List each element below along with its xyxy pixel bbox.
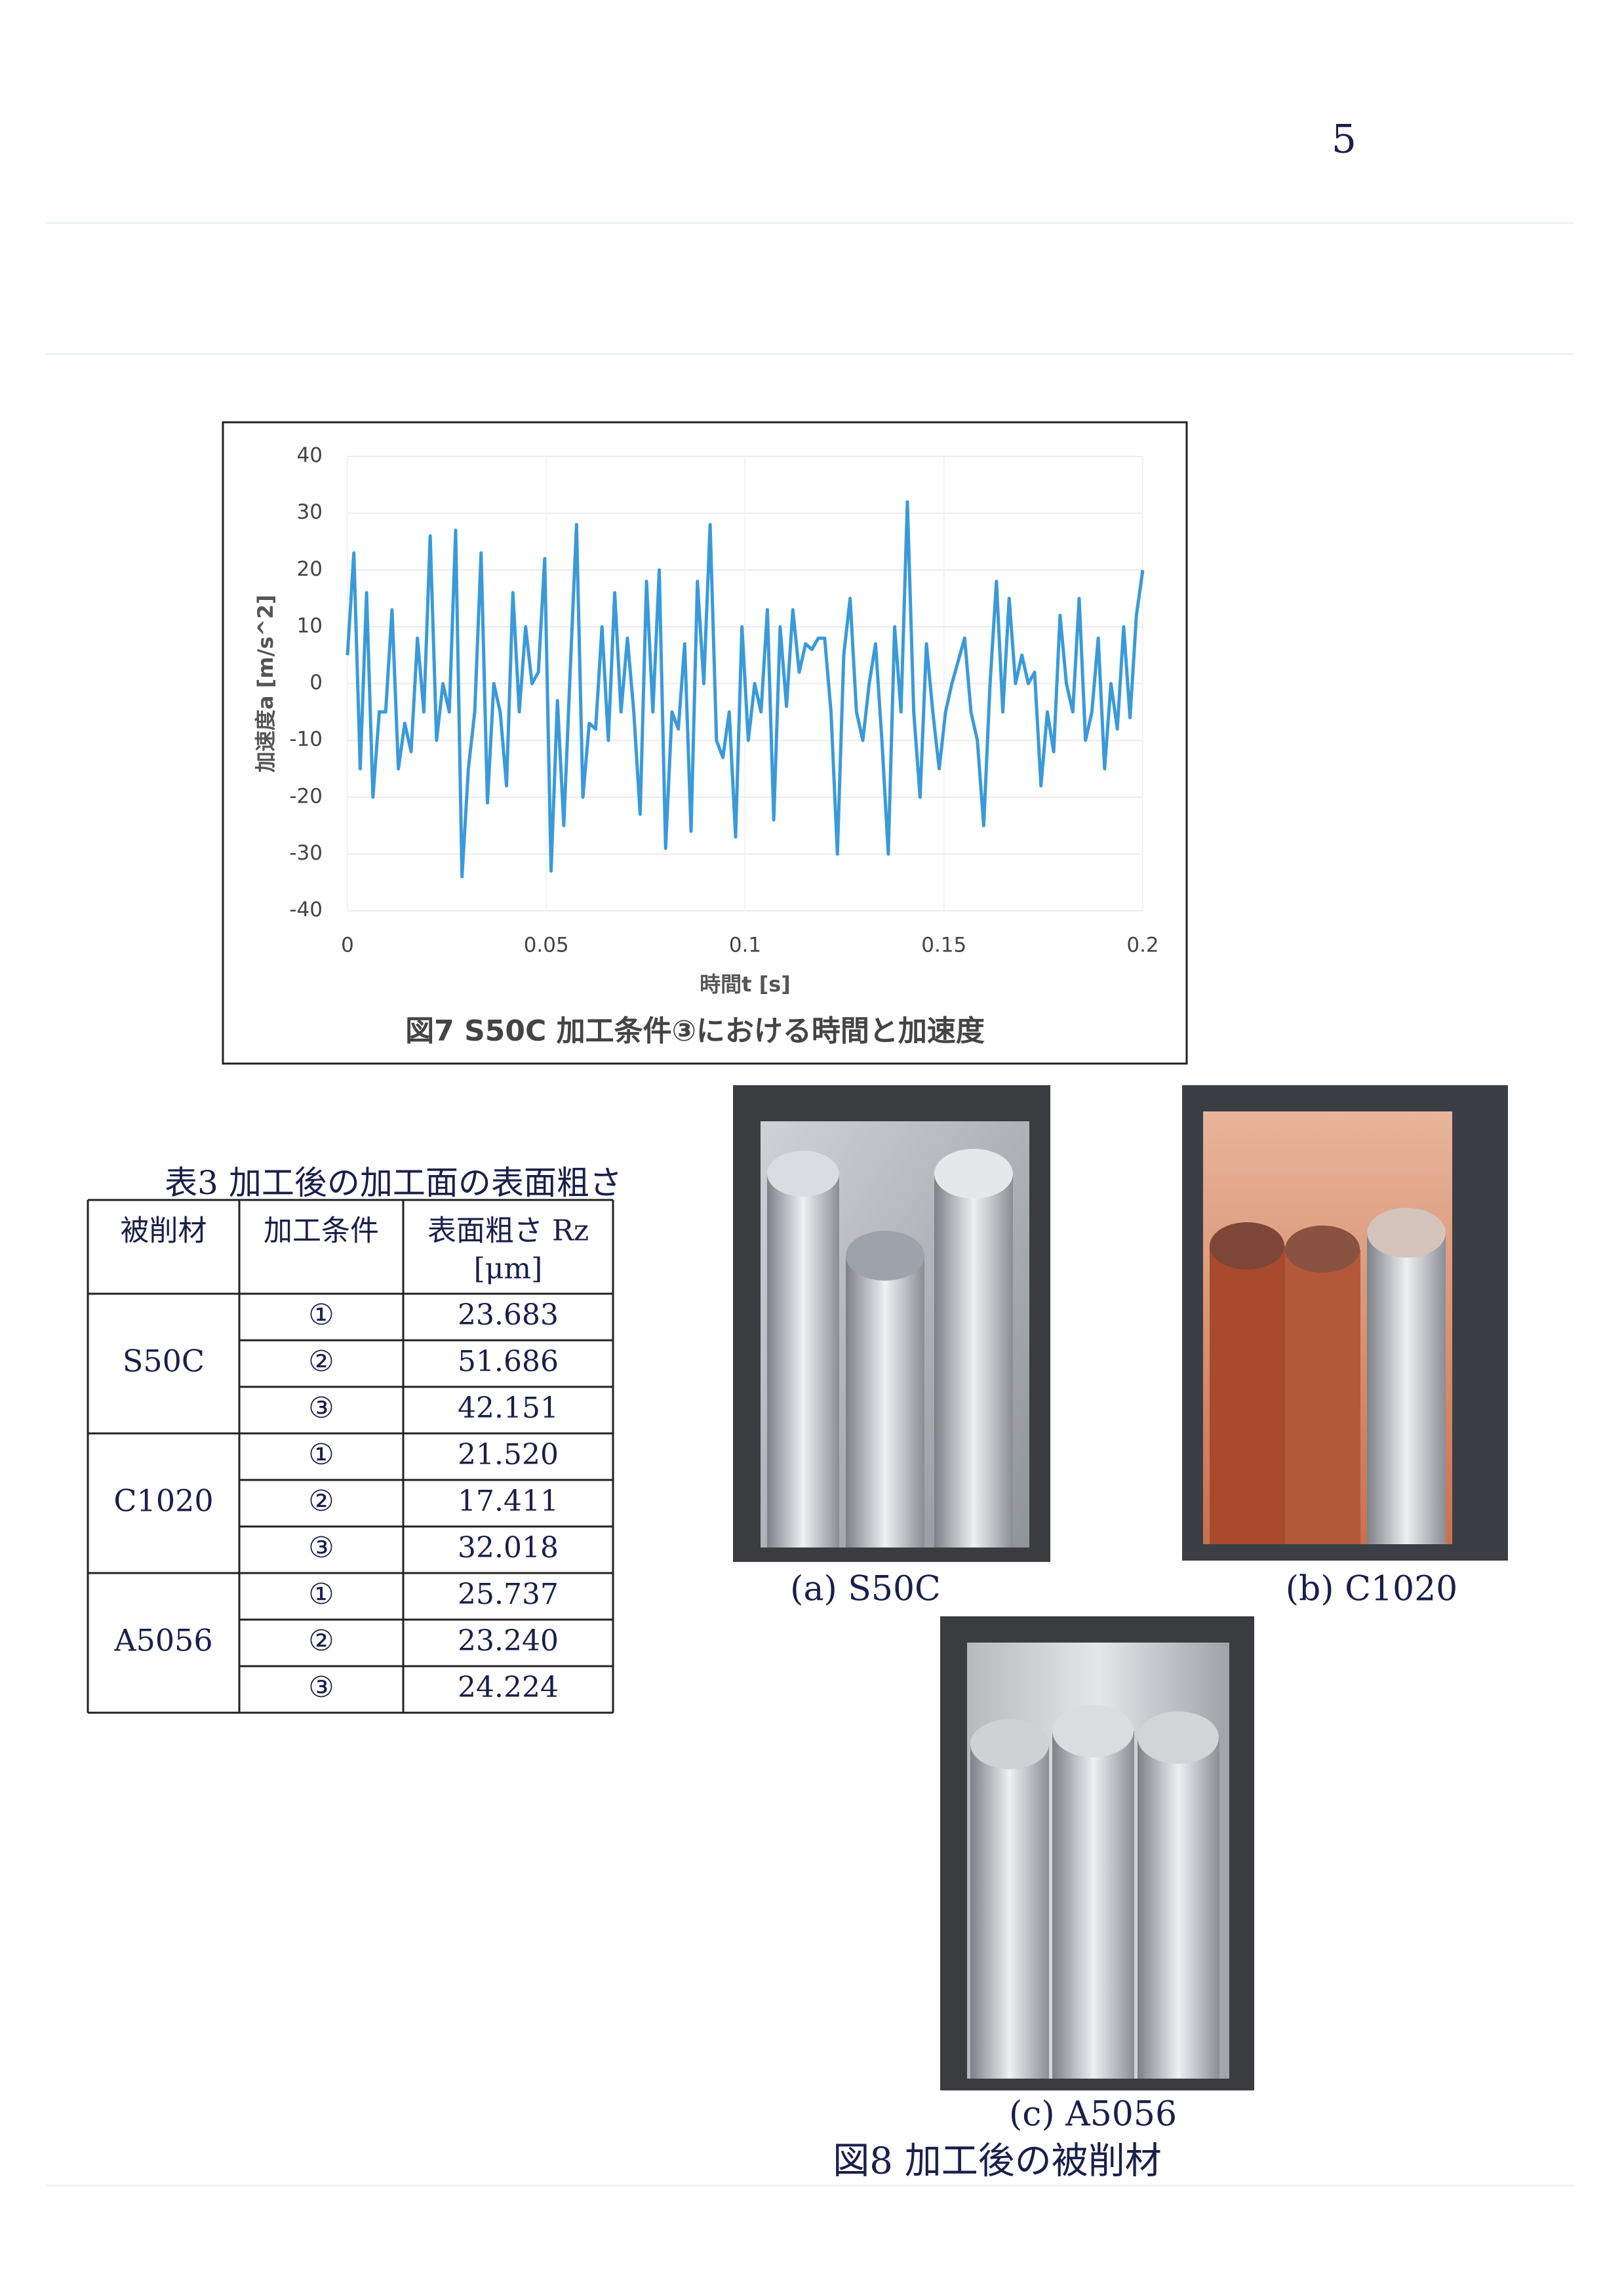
table-cell: A5056: [113, 1623, 212, 1658]
x-tick-label: 0.05: [524, 934, 569, 957]
table-cell: ②: [308, 1345, 334, 1378]
photo-caption: (a) S50C: [790, 1570, 941, 1609]
y-tick-label: 0: [309, 671, 323, 694]
table-cell: 25.737: [458, 1578, 559, 1611]
photo-caption: (b) C1020: [1286, 1570, 1458, 1609]
table-cell: ③: [308, 1671, 334, 1704]
table-cell: S50C: [123, 1344, 205, 1379]
photo-c: [940, 1616, 1254, 2090]
y-tick-label: -40: [289, 898, 323, 922]
table-cell: ①: [308, 1298, 334, 1332]
x-tick-label: 0.1: [729, 934, 761, 957]
table-header: 加工条件: [264, 1214, 379, 1248]
photo-a: [733, 1085, 1050, 1562]
data-line: [346, 500, 1145, 879]
table-cell: ②: [308, 1485, 334, 1518]
x-tick-label: 0.2: [1126, 934, 1159, 957]
table-caption: 表3 加工後の加工面の表面粗さ: [165, 1164, 622, 1202]
y-tick-label: 20: [297, 557, 323, 581]
table-header: 表面粗さ Rz: [427, 1214, 589, 1248]
table-cell: ①: [308, 1578, 334, 1611]
figure-title: 図8 加工後の被削材: [833, 2140, 1161, 2183]
x-axis-label: 時間t [s]: [700, 972, 791, 997]
table-cell: ②: [308, 1624, 334, 1658]
table-cell: 32.018: [458, 1531, 559, 1565]
y-tick-label: -30: [289, 841, 323, 865]
x-tick-label: 0.15: [921, 934, 966, 957]
y-tick-label: 30: [297, 500, 323, 524]
table-cell: 17.411: [458, 1485, 559, 1518]
photo-b: [1182, 1085, 1508, 1561]
page-number: 5: [1332, 117, 1357, 163]
ruled-lines: [46, 222, 1574, 2187]
table-cell: ①: [308, 1438, 334, 1471]
table-cell: 23.240: [458, 1624, 559, 1658]
table-cell: 51.686: [458, 1345, 559, 1378]
chart-title: 図7 S50C 加工条件③における時間と加速度: [405, 1014, 985, 1048]
table-cell: ③: [308, 1531, 334, 1565]
y-tick-label: -20: [289, 784, 323, 808]
table-cell: ③: [308, 1391, 334, 1425]
table-cell: 23.683: [458, 1298, 559, 1332]
y-axis-label: 加速度a [m/s^2]: [253, 595, 278, 772]
table-header: [μm]: [474, 1252, 543, 1286]
photo-caption: (c) A5056: [1009, 2095, 1177, 2134]
y-tick-label: -10: [289, 728, 323, 751]
y-tick-label: 40: [297, 444, 323, 468]
y-tick-label: 10: [297, 614, 323, 637]
table-cell: 24.224: [458, 1671, 559, 1704]
table-cell: 42.151: [458, 1391, 559, 1425]
table-cell: 21.520: [458, 1438, 559, 1471]
table-cell: C1020: [113, 1483, 213, 1519]
table-header: 被削材: [121, 1214, 207, 1248]
chart-frame: [222, 421, 1188, 1065]
x-tick-label: 0: [341, 934, 354, 957]
